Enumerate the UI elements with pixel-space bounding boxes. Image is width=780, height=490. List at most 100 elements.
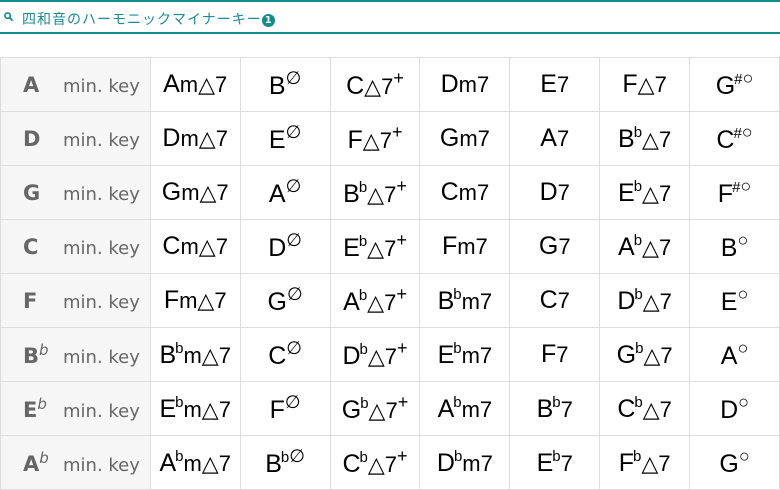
- chord-accidental: b: [453, 447, 463, 465]
- chord-root: C: [716, 126, 735, 154]
- chord-name: Ebm7: [438, 340, 493, 369]
- chord-superscript: +: [391, 122, 403, 142]
- chord-root: A: [268, 180, 286, 208]
- chord-cell: E○: [689, 273, 780, 328]
- key-suffix: min. key: [63, 75, 140, 97]
- chord-name: F∅: [269, 392, 301, 424]
- chord-name: Bbm7: [438, 286, 493, 315]
- chord-name: Dbm7: [436, 447, 493, 477]
- chord-name: D○: [720, 392, 749, 424]
- chord-name: Fm7: [442, 232, 488, 260]
- chord-cell: Gb△7: [599, 327, 691, 382]
- chord-superscript: ○: [738, 446, 750, 466]
- chord-name: C△7+: [346, 68, 404, 100]
- chord-root: B: [536, 394, 554, 423]
- chord-superscript: +: [396, 284, 407, 304]
- chord-name: Abm△7: [159, 448, 231, 477]
- chord-name: C#○: [716, 122, 752, 154]
- chord-quality: m7: [461, 396, 493, 422]
- chord-quality: △7: [642, 396, 672, 422]
- chord-root: G: [616, 340, 637, 369]
- chord-accidental: #: [734, 71, 743, 88]
- chord-cell: E7: [509, 57, 601, 112]
- chord-root: B: [720, 234, 738, 262]
- key-suffix: min. key: [63, 347, 140, 368]
- chord-cell: F△7+: [329, 111, 421, 166]
- chord-accidental: b: [633, 447, 642, 465]
- chord-quality: 7: [558, 234, 571, 259]
- chord-superscript: +: [396, 176, 407, 196]
- chord-name: Fm△7: [164, 286, 227, 314]
- chord-name: Ab△7: [618, 232, 671, 261]
- chord-name: G#○: [715, 68, 754, 100]
- chord-quality: m7: [459, 126, 490, 151]
- search-header: 四和音のハーモニックマイナーキー 1: [0, 0, 780, 34]
- chord-accidental: b: [453, 393, 462, 411]
- title-text: 四和音のハーモニックマイナーキー: [22, 12, 262, 28]
- chord-name: Cb△7+: [342, 446, 407, 478]
- key-name: F: [23, 288, 38, 313]
- key-suffix: min. key: [63, 183, 140, 205]
- key-cell: Ab min. key: [0, 435, 151, 490]
- chord-name: Dm△7: [162, 124, 228, 152]
- chord-root: A: [159, 448, 177, 477]
- chord-quality: m△7: [179, 288, 227, 313]
- chord-superscript: ∅: [286, 338, 302, 358]
- chord-cell: Dm7: [419, 57, 511, 112]
- chord-name: Cm△7: [162, 232, 228, 260]
- chord-cell: C△7+: [329, 57, 421, 112]
- key-name: Ab: [23, 449, 49, 476]
- chord-name: Gm7: [440, 124, 490, 152]
- chord-superscript: +: [397, 392, 409, 412]
- chord-name: F△7: [622, 70, 666, 98]
- chord-cell: F∅: [239, 381, 331, 436]
- chord-name: F7: [541, 340, 569, 368]
- key-name: C: [23, 234, 39, 259]
- page-title: 四和音のハーモニックマイナーキー 1: [22, 9, 275, 29]
- chord-name: Gb△7+: [342, 392, 408, 424]
- chord-root: D: [436, 448, 455, 477]
- chord-superscript: ○: [741, 122, 753, 142]
- chord-accidental: b: [360, 395, 369, 412]
- chord-name: F#○: [717, 176, 752, 208]
- chord-accidental: b: [634, 285, 643, 303]
- chord-root: F: [347, 126, 363, 154]
- chord-name: Eb7: [537, 448, 573, 477]
- key-suffix: min. key: [63, 455, 140, 476]
- chord-name: Gb△7: [616, 340, 673, 369]
- chord-quality: △7: [362, 128, 392, 153]
- key-name: D: [23, 126, 41, 151]
- chord-quality: 7: [556, 342, 569, 367]
- chord-accidental: #: [732, 179, 741, 196]
- chord-root: B: [268, 72, 286, 100]
- chord-root: F: [717, 180, 734, 208]
- chord-superscript: +: [396, 230, 407, 250]
- chord-root: F: [269, 396, 285, 424]
- chord-cell: F7: [509, 327, 601, 382]
- chord-accidental: b: [358, 233, 368, 250]
- chord-name: Bb∅: [265, 446, 305, 478]
- chord-root: C: [342, 450, 361, 478]
- chord-superscript: ∅: [285, 176, 302, 196]
- chord-quality: △7: [367, 236, 397, 261]
- chord-accidental: b: [552, 393, 561, 411]
- chord-name: Cm7: [441, 178, 490, 206]
- chord-accidental: b: [633, 123, 643, 141]
- key-name: Eb: [23, 395, 47, 422]
- chord-root: G: [538, 232, 559, 260]
- chord-cell: Ab△7: [599, 219, 691, 274]
- chord-accidental: #: [733, 125, 742, 142]
- chord-cell: G○: [689, 435, 780, 490]
- chord-superscript: +: [397, 338, 408, 358]
- chord-root: D: [342, 342, 361, 370]
- chord-quality: m△7: [183, 342, 231, 368]
- chord-root: G: [715, 72, 736, 100]
- key-cell: Bb min. key: [0, 327, 151, 382]
- chord-cell: B○: [689, 219, 780, 274]
- chord-cell: Eb△7: [599, 165, 691, 220]
